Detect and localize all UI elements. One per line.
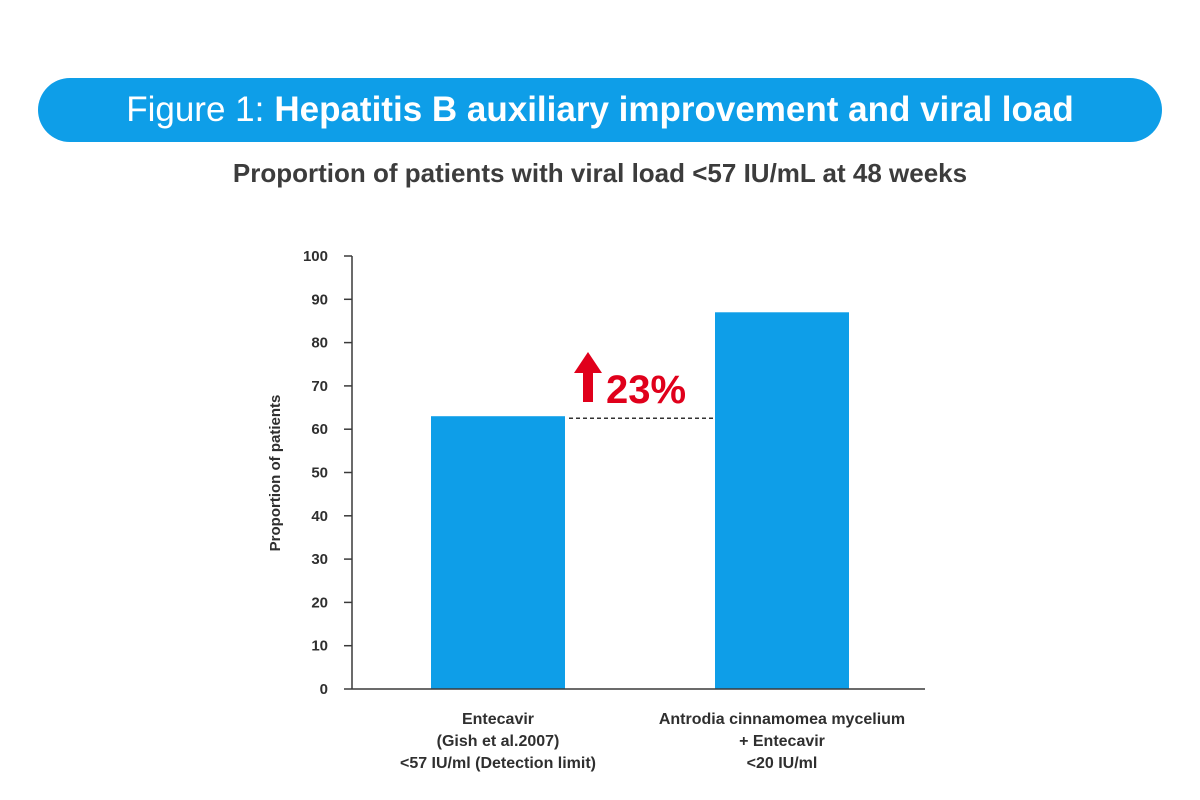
- y-tick-label: 0: [320, 681, 328, 698]
- y-tick-label: 30: [311, 551, 328, 568]
- figure-number: Figure 1:: [126, 90, 265, 129]
- x-category-label-line: + Entecavir: [739, 733, 825, 750]
- x-category-label-line: (Gish et al.2007): [436, 733, 560, 750]
- bars: [431, 312, 849, 689]
- y-tick-label: 100: [303, 248, 328, 265]
- x-category-label-line: <57 IU/ml (Detection limit): [399, 755, 597, 772]
- y-tick-label: 20: [311, 594, 328, 611]
- y-tick-label: 10: [311, 638, 328, 655]
- y-tick-label: 70: [311, 378, 328, 395]
- figure-title: Hepatitis B auxiliary improvement and vi…: [274, 90, 1074, 129]
- x-category-label-2: Antrodia cinnamomea mycelium + Entecavir <…: [622, 709, 942, 775]
- chart-title: Proportion of patients with viral load <…: [232, 158, 968, 188]
- bar-2: [715, 312, 849, 689]
- y-tick-label: 40: [311, 508, 328, 525]
- increase-annotation: 23%: [569, 352, 713, 419]
- y-tick-label: 60: [311, 421, 328, 438]
- x-category-label-line: Antrodia cinnamomea mycelium: [658, 711, 906, 728]
- x-category-label-1: Entecavir (Gish et al.2007) <57 IU/ml (Det…: [338, 709, 658, 775]
- y-tick-label: 90: [311, 291, 328, 308]
- figure-title-banner: Figure 1: Hepatitis B auxiliary improvem…: [38, 78, 1162, 142]
- x-category-label-line: Entecavir: [461, 711, 535, 728]
- increase-percent-label: 23%: [606, 368, 686, 412]
- bar-1: [431, 416, 565, 689]
- y-tick-label: 80: [311, 335, 328, 352]
- x-category-label-line: <20 IU/ml: [746, 755, 818, 772]
- y-axis-ticks: 0 10 20 30 40 50 60 70 80 90 100: [303, 248, 352, 698]
- y-axis-title: Proportion of patients: [267, 395, 284, 552]
- arrow-up-icon: [574, 352, 602, 402]
- y-tick-label: 50: [311, 465, 328, 482]
